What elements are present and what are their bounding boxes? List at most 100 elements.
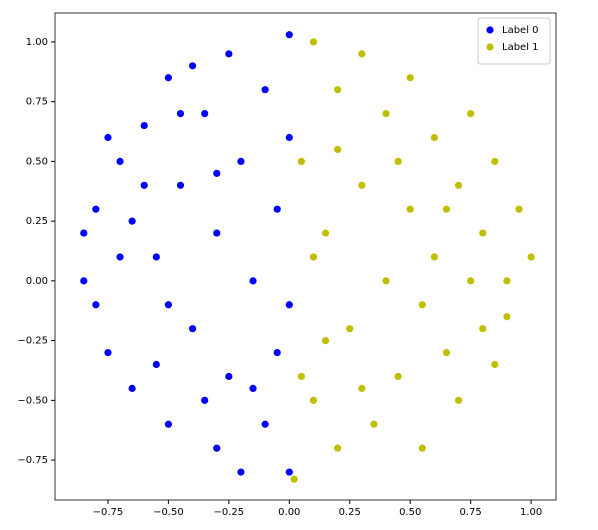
point: [140, 121, 148, 130]
point: [503, 313, 511, 321]
point: [249, 277, 257, 285]
point: [225, 50, 233, 58]
y-tick-label: −0.75: [17, 455, 48, 466]
legend-marker: [486, 43, 494, 51]
point: [188, 62, 197, 70]
y-tick-label: −0.25: [17, 336, 48, 347]
point: [201, 396, 209, 404]
point: [334, 145, 342, 154]
y-tick-label: 0.50: [26, 156, 48, 167]
x-tick-label: 0.00: [278, 507, 300, 518]
point: [382, 277, 390, 285]
point: [321, 229, 330, 237]
point: [321, 337, 330, 345]
point: [467, 110, 475, 118]
point: [152, 360, 160, 369]
y-tick-label: −0.50: [17, 395, 48, 406]
point: [491, 157, 499, 165]
point: [213, 444, 221, 452]
point: [442, 205, 451, 213]
point: [176, 181, 185, 189]
point: [128, 384, 136, 393]
point: [479, 325, 487, 333]
x-tick-label: 0.75: [460, 507, 482, 518]
y-tick-label: 0.75: [26, 97, 48, 108]
point: [237, 468, 245, 476]
x-tick-label: 0.25: [339, 507, 361, 518]
x-tick-label: −0.75: [93, 507, 124, 518]
legend-box: [477, 17, 551, 65]
point: [503, 277, 511, 285]
point: [358, 181, 366, 189]
point: [467, 277, 475, 285]
point: [297, 372, 305, 381]
point: [116, 157, 124, 165]
point: [515, 205, 523, 213]
point: [261, 420, 269, 428]
point: [140, 181, 148, 189]
x-tick-label: −0.50: [153, 507, 184, 518]
point: [285, 301, 293, 309]
point: [128, 217, 136, 225]
point: [104, 348, 112, 357]
point: [213, 229, 221, 237]
point: [406, 205, 414, 213]
point: [382, 110, 390, 118]
point: [285, 31, 293, 39]
point: [80, 229, 88, 237]
point: [92, 205, 100, 213]
point: [430, 253, 438, 261]
point: [442, 348, 451, 357]
point: [273, 348, 281, 357]
legend-label: Label 1: [502, 42, 539, 53]
point: [370, 420, 378, 428]
x-tick-label: 1.00: [520, 507, 542, 518]
point: [334, 444, 342, 452]
point: [164, 74, 173, 82]
point: [152, 253, 160, 261]
point: [418, 301, 426, 309]
point: [116, 253, 124, 261]
point: [237, 157, 245, 165]
point: [201, 110, 209, 118]
point: [225, 372, 233, 381]
point: [454, 396, 463, 404]
point: [394, 372, 402, 381]
point: [273, 205, 281, 213]
point: [479, 229, 487, 237]
point: [334, 86, 342, 94]
y-tick-label: 0.25: [26, 216, 48, 227]
y-tick-label: 0.00: [26, 276, 48, 287]
point: [406, 74, 414, 82]
point: [309, 253, 318, 261]
y-tick-label: 1.00: [26, 37, 48, 48]
x-tick-label: −0.25: [214, 507, 245, 518]
point: [309, 38, 318, 46]
point: [176, 110, 185, 118]
point: [309, 396, 318, 404]
point: [430, 133, 438, 142]
point: [454, 181, 463, 189]
point: [104, 133, 112, 142]
point: [249, 384, 257, 393]
point: [164, 301, 173, 309]
point: [297, 157, 305, 165]
point: [285, 468, 293, 476]
point: [285, 133, 293, 142]
point: [358, 384, 366, 393]
point: [213, 169, 221, 177]
point: [164, 420, 173, 428]
legend-marker: [486, 26, 494, 34]
point: [188, 325, 197, 333]
x-tick-label: 0.50: [399, 507, 421, 518]
legend-label: Label 0: [502, 25, 539, 36]
point: [418, 444, 426, 452]
point: [92, 301, 100, 309]
point: [358, 50, 366, 58]
point: [491, 360, 499, 369]
point: [527, 253, 535, 261]
point: [261, 86, 269, 94]
point: [290, 475, 298, 483]
